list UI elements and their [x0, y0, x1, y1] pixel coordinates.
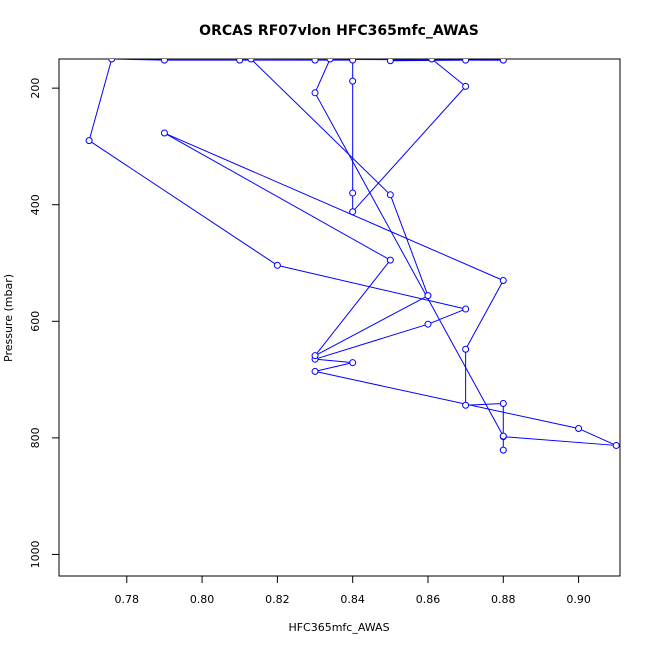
- data-point: [462, 345, 470, 353]
- x-tick-label: 0.82: [265, 593, 290, 606]
- data-point: [499, 59, 507, 64]
- y-axis-label: Pressure (mbar): [2, 274, 15, 362]
- data-point: [349, 359, 357, 367]
- x-tick-label: 0.78: [115, 593, 140, 606]
- x-tick-label: 0.80: [190, 593, 215, 606]
- data-point: [386, 256, 394, 264]
- data-point: [499, 276, 507, 284]
- series-line-segment: [251, 59, 504, 61]
- series-line-segment: [314, 362, 353, 372]
- y-tick-label: 800: [29, 427, 42, 448]
- series-line-segment: [314, 59, 331, 94]
- data-point: [428, 59, 436, 63]
- data-point: [349, 189, 357, 197]
- data-point: [575, 425, 583, 433]
- x-tick-label: 0.90: [566, 593, 591, 606]
- data-point: [462, 82, 470, 90]
- series-line-segment: [277, 264, 466, 310]
- series-line-segment: [578, 428, 617, 446]
- data-point: [108, 59, 116, 63]
- data-point: [424, 292, 432, 300]
- chart-title: ORCAS RF07vlon HFC365mfc_AWAS: [199, 23, 479, 39]
- data-point: [349, 59, 357, 64]
- series-line-segment: [88, 140, 278, 266]
- data-point: [462, 59, 470, 64]
- y-tick-label: 400: [29, 194, 42, 215]
- data-point: [311, 59, 319, 64]
- data-point: [499, 446, 507, 454]
- series-line-segment: [314, 370, 579, 430]
- y-tick-label: 1000: [29, 540, 42, 568]
- series-line-segment: [352, 86, 467, 213]
- series-line-segment: [314, 323, 429, 360]
- x-tick-label: 0.84: [340, 593, 365, 606]
- data-point: [160, 59, 168, 64]
- data-point: [85, 137, 93, 145]
- data-point: [499, 399, 507, 407]
- data-point: [499, 432, 507, 440]
- data-point: [612, 441, 620, 449]
- data-point: [160, 129, 168, 137]
- data-point: [326, 59, 334, 63]
- data-point: [462, 305, 470, 313]
- series-line-segment: [111, 59, 165, 61]
- data-point: [247, 59, 255, 63]
- series-layer: [85, 59, 620, 454]
- data-point: [311, 89, 319, 97]
- data-point: [462, 401, 470, 409]
- y-tick-label: 600: [29, 311, 42, 332]
- data-point: [236, 59, 244, 64]
- series-line-segment: [164, 132, 504, 281]
- x-axis: 0.78 0.80 0.82 0.84 0.86 0.88 0.90: [115, 576, 591, 606]
- series-line-segment: [314, 358, 353, 364]
- series-line-segment: [503, 436, 617, 446]
- x-tick-label: 0.88: [491, 593, 516, 606]
- x-tick-label: 0.86: [416, 593, 441, 606]
- y-tick-label: 200: [29, 78, 42, 99]
- data-point: [311, 352, 319, 360]
- series-line-segment: [250, 59, 391, 196]
- x-axis-label: HFC365mfc_AWAS: [288, 621, 389, 634]
- data-point: [386, 59, 394, 65]
- data-point: [386, 191, 394, 199]
- series-line-segment: [465, 280, 504, 350]
- series-line-segment: [314, 295, 429, 357]
- y-axis: 200 400 600 800 1000: [29, 78, 59, 568]
- series-line-segment: [431, 59, 466, 87]
- data-point: [349, 77, 357, 85]
- series-line-segment: [314, 92, 504, 437]
- series-line-segment: [427, 308, 466, 325]
- data-point: [424, 320, 432, 328]
- series-line-segment: [465, 402, 504, 406]
- data-point: [349, 208, 357, 216]
- series-line-segment: [88, 59, 113, 141]
- data-point: [273, 261, 281, 269]
- series-line-segment: [164, 132, 391, 261]
- series-line-segment: [389, 194, 429, 296]
- series-line-segment: [314, 259, 391, 356]
- data-point: [311, 367, 319, 375]
